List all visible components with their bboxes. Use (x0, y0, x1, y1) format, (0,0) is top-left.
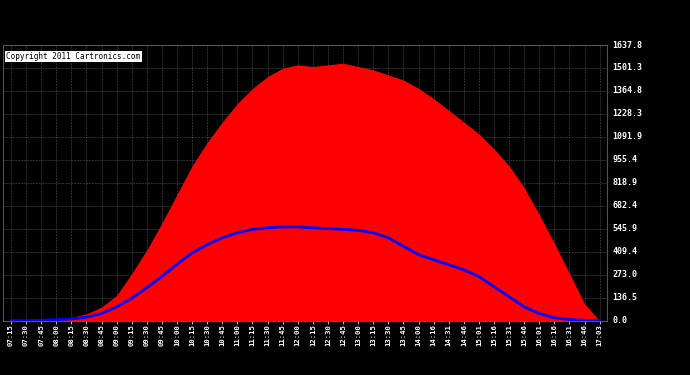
Text: 409.4: 409.4 (613, 247, 638, 256)
Text: 1501.3: 1501.3 (613, 63, 642, 72)
Text: 545.9: 545.9 (613, 224, 638, 233)
Text: West Array Power (watts red) & Effective Solar Radiation (W/m2 blue) Thu Feb 10 : West Array Power (watts red) & Effective… (53, 16, 637, 27)
Text: 818.9: 818.9 (613, 178, 638, 188)
Text: 955.4: 955.4 (613, 155, 638, 164)
Text: 682.4: 682.4 (613, 201, 638, 210)
Text: 0.0: 0.0 (613, 316, 628, 325)
Text: 273.0: 273.0 (613, 270, 638, 279)
Text: 1364.8: 1364.8 (613, 87, 642, 96)
Text: 1637.8: 1637.8 (613, 40, 642, 50)
Text: 1228.3: 1228.3 (613, 110, 642, 118)
Text: Copyright 2011 Cartronics.com: Copyright 2011 Cartronics.com (6, 52, 141, 61)
Text: 136.5: 136.5 (613, 293, 638, 302)
Text: 1091.9: 1091.9 (613, 132, 642, 141)
